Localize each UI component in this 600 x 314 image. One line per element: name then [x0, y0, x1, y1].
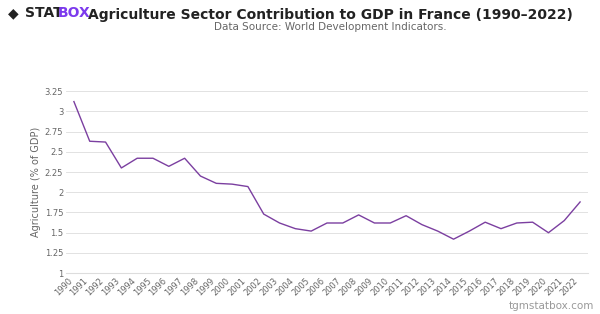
Y-axis label: Agriculture (% of GDP): Agriculture (% of GDP) — [31, 127, 41, 237]
Text: tgmstatbox.com: tgmstatbox.com — [509, 301, 594, 311]
Text: BOX: BOX — [58, 6, 91, 20]
Text: Data Source: World Development Indicators.: Data Source: World Development Indicator… — [214, 22, 446, 32]
Text: STAT: STAT — [25, 6, 63, 20]
Text: ◆: ◆ — [8, 6, 19, 20]
Text: Agriculture Sector Contribution to GDP in France (1990–2022): Agriculture Sector Contribution to GDP i… — [88, 8, 572, 22]
